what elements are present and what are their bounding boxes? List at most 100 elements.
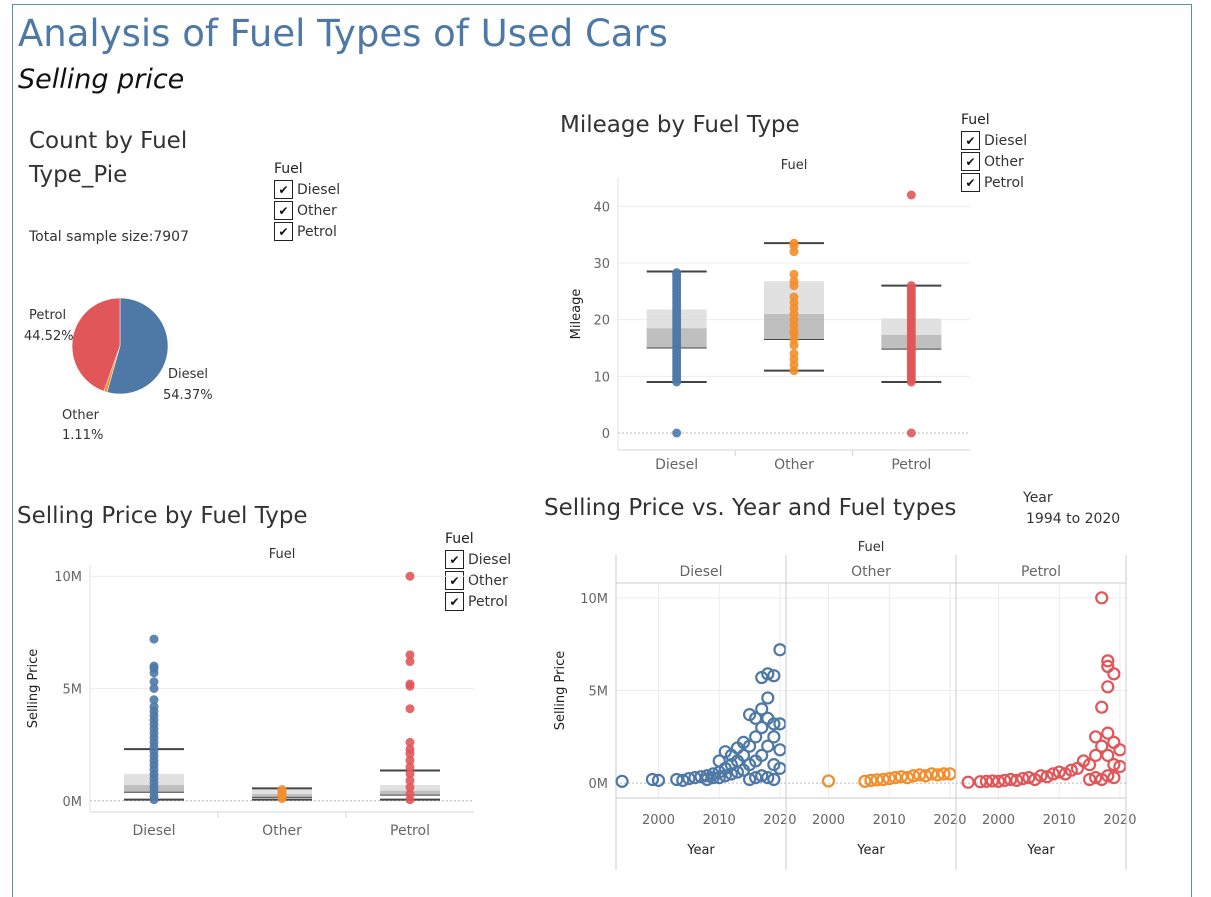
checkbox-checked-icon[interactable]: ✔ (445, 550, 464, 569)
data-point-diesel (149, 684, 159, 693)
checkbox-checked-icon[interactable]: ✔ (961, 152, 980, 171)
pie-slice-petrol (71, 297, 121, 392)
dashboard-title: Analysis of Fuel Types of Used Cars (18, 12, 668, 55)
y-tick-label: 5M (589, 685, 609, 700)
scatter-point-other (912, 768, 927, 782)
scatter-point-diesel (749, 771, 763, 785)
scatter-point-other (919, 769, 933, 783)
legend-label: Diesel (297, 181, 341, 198)
scatter-point-other (821, 774, 836, 788)
data-point-petrol (405, 571, 415, 581)
data-point-diesel (149, 701, 159, 711)
scatter-point-diesel (761, 667, 775, 681)
facet-header: Fuel (269, 547, 296, 562)
scatter-point-diesel (767, 730, 781, 744)
y-tick-label: 20 (593, 314, 610, 329)
pie-label-other: Other (62, 408, 100, 423)
scatter-point-diesel (755, 720, 769, 735)
scatter-point-other (937, 767, 951, 781)
pie-chart: Diesel 54.37% Other 1.11% Petrol 44.52% (24, 297, 213, 443)
scatter-point-petrol (1101, 748, 1115, 762)
pie-value-petrol: 44.52% (24, 329, 74, 344)
legend-label: Other (984, 153, 1024, 170)
scatter-point-diesel (742, 739, 757, 753)
scatter-point-petrol (1082, 772, 1097, 787)
legend-item-diesel[interactable]: ✔ Diesel (274, 179, 340, 200)
panel-header-petrol: Petrol (1021, 564, 1061, 580)
scatter-point-other (858, 774, 872, 788)
scatter-point-diesel (682, 771, 696, 786)
scatter-point-petrol (1089, 748, 1103, 762)
legend-item-other[interactable]: ✔ Other (274, 200, 340, 221)
scatter-point-diesel (736, 748, 751, 762)
data-point-other (789, 292, 799, 302)
legend-label: Petrol (468, 593, 508, 610)
legend-item-petrol[interactable]: ✔ Petrol (445, 591, 511, 612)
checkbox-checked-icon[interactable]: ✔ (445, 592, 464, 611)
legend-item-diesel[interactable]: ✔ Diesel (961, 130, 1027, 151)
scatter-point-petrol (1101, 654, 1115, 668)
y-axis-title: Selling Price (26, 649, 41, 728)
scatter-point-diesel (755, 702, 769, 716)
scatter-point-other (906, 769, 921, 783)
scatter-chart: Fuel 0M 5M 10M Selling Price Diesel 2000 2010 20… (553, 540, 1136, 870)
scatter-point-diesel (767, 772, 781, 787)
scatter-point-petrol (961, 775, 975, 789)
scatter-point-petrol (1082, 758, 1097, 772)
scatter-point-diesel (761, 691, 775, 705)
x-tick-label: 2010 (1043, 813, 1076, 828)
x-axis-title: Year (686, 843, 715, 858)
data-point-other (277, 785, 287, 795)
scatter-point-other (931, 768, 945, 782)
pie-legend: Fuel ✔ Diesel ✔ Other ✔ Petrol (274, 161, 340, 242)
scatter-point-diesel (767, 717, 781, 731)
checkbox-checked-icon[interactable]: ✔ (961, 131, 980, 150)
y-axis-title: Mileage (569, 289, 584, 340)
scatter-point-other (943, 767, 957, 781)
data-point-petrol (405, 679, 415, 689)
data-point-other (789, 349, 799, 359)
x-tick-label: 2020 (933, 813, 966, 828)
legend-item-other[interactable]: ✔ Other (445, 570, 511, 591)
y-tick-label: 0M (63, 795, 83, 810)
legend-title: Fuel (445, 531, 474, 547)
legend-item-diesel[interactable]: ✔ Diesel (445, 549, 511, 570)
legend-label: Diesel (468, 551, 512, 568)
scatter-point-other (888, 771, 902, 785)
checkbox-checked-icon[interactable]: ✔ (274, 180, 293, 199)
x-category-label: Petrol (390, 823, 430, 839)
x-category-label: Other (774, 457, 814, 473)
legend-label: Petrol (984, 174, 1024, 191)
legend-item-petrol[interactable]: ✔ Petrol (274, 221, 340, 242)
data-point-petrol (405, 755, 415, 765)
price-box-chart: Fuel 0M 5M 10M Selling Price Diesel Other Petro… (26, 547, 474, 839)
price-box-title: Selling Price by Fuel Type (17, 503, 308, 529)
scatter-point-petrol (1064, 763, 1078, 777)
scatter-point-diesel (730, 765, 745, 779)
checkbox-checked-icon[interactable]: ✔ (274, 201, 293, 220)
mileage-title: Mileage by Fuel Type (560, 112, 800, 138)
year-filter-title: Year (1023, 490, 1053, 506)
y-tick-label: 10 (593, 370, 610, 385)
legend-item-other[interactable]: ✔ Other (961, 151, 1027, 172)
scatter-point-diesel (712, 771, 726, 785)
x-axis-title: Year (1026, 843, 1055, 858)
year-filter-range[interactable]: 1994 to 2020 (1026, 511, 1121, 527)
checkbox-checked-icon[interactable]: ✔ (961, 173, 980, 192)
data-point-petrol (405, 657, 415, 667)
checkbox-checked-icon[interactable]: ✔ (445, 571, 464, 590)
scatter-point-other (900, 771, 915, 785)
scatter-point-diesel (749, 730, 763, 744)
scatter-point-petrol (1004, 772, 1018, 787)
x-category-label: Petrol (891, 457, 931, 473)
mileage-legend: Fuel ✔ Diesel ✔ Other ✔ Petrol (961, 112, 1027, 193)
legend-label: Petrol (297, 223, 337, 240)
data-point-petrol (405, 650, 415, 660)
data-point-other (789, 238, 799, 248)
checkbox-checked-icon[interactable]: ✔ (274, 222, 293, 241)
legend-item-petrol[interactable]: ✔ Petrol (961, 172, 1027, 193)
scatter-point-petrol (1107, 667, 1121, 681)
scatter-point-other (876, 772, 890, 787)
scatter-point-diesel (670, 772, 684, 787)
y-tick-label: 5M (63, 683, 83, 698)
